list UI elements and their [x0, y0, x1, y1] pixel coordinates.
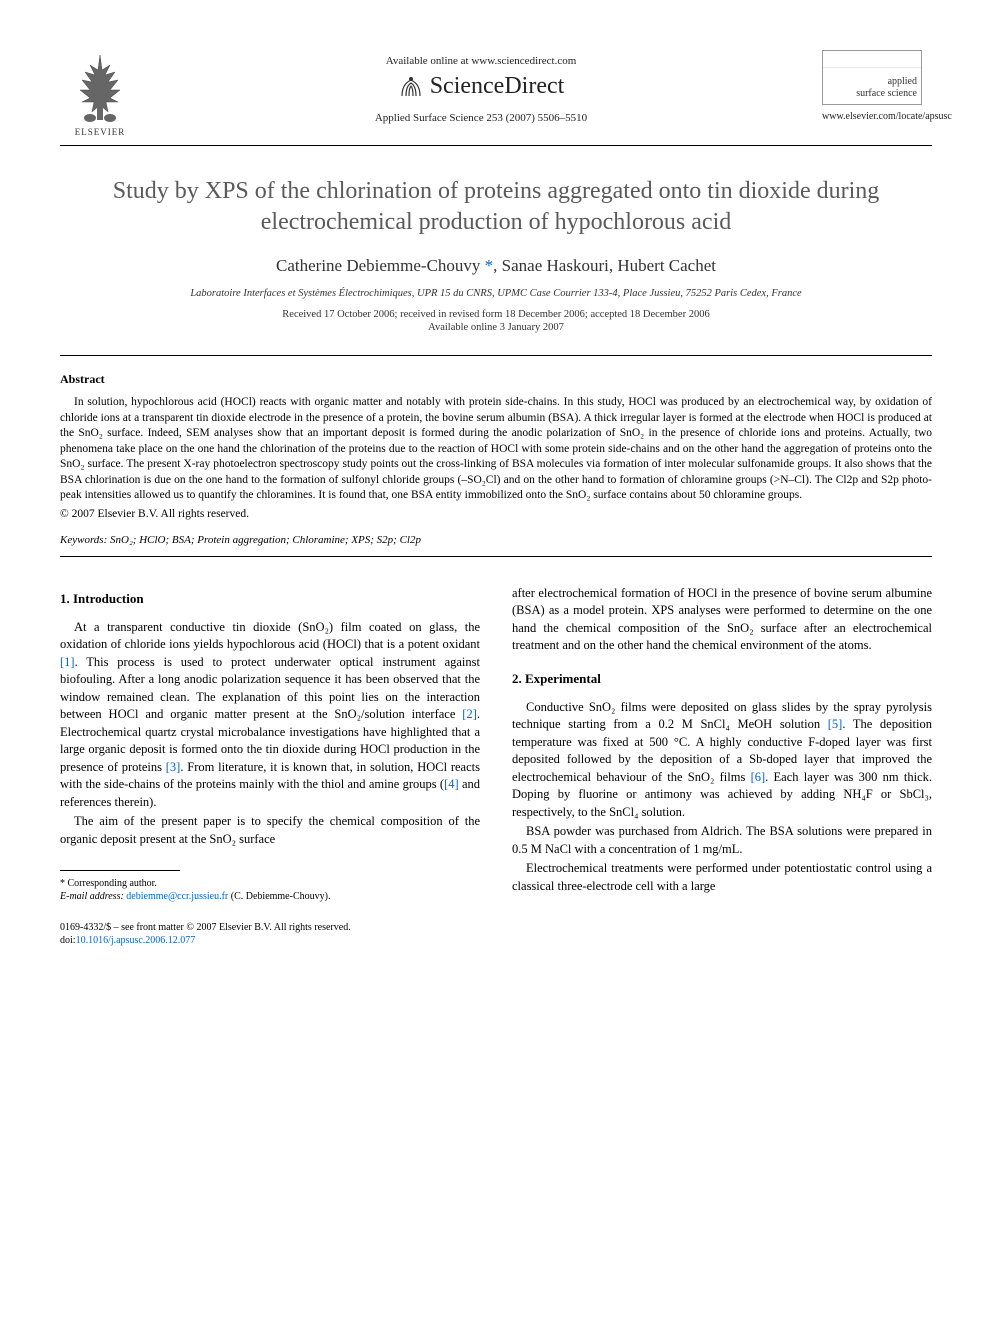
citation-link-2[interactable]: [2]	[462, 707, 477, 721]
article-title: Study by XPS of the chlorination of prot…	[60, 176, 932, 238]
email-person: (C. Debiemme-Chouvy).	[231, 891, 331, 902]
sciencedirect-icon	[398, 74, 424, 100]
author-list: Catherine Debiemme-Chouvy *, Sanae Hasko…	[60, 256, 932, 276]
abstract-copyright: © 2007 Elsevier B.V. All rights reserved…	[60, 508, 932, 520]
body-columns: 1. Introduction At a transparent conduct…	[60, 585, 932, 948]
corresponding-star-icon: *	[480, 256, 493, 275]
citation-link-4[interactable]: [4]	[444, 777, 459, 791]
journal-name-line2: surface science	[827, 88, 917, 100]
affiliation: Laboratoire Interfaces et Systèmes Élect…	[60, 288, 932, 299]
email-label: E-mail address:	[60, 891, 124, 902]
doi-label: doi:	[60, 935, 76, 946]
text-run: At a transparent conductive tin dioxide …	[60, 620, 480, 652]
right-column: after electrochemical formation of HOCl …	[512, 585, 932, 948]
keywords-label: Keywords:	[60, 534, 107, 546]
citation-link-5[interactable]: [5]	[828, 717, 843, 731]
journal-cover-thumbnail: applied surface science	[822, 50, 922, 105]
doi-link[interactable]: 10.1016/j.apsusc.2006.12.077	[76, 935, 196, 946]
left-column: 1. Introduction At a transparent conduct…	[60, 585, 480, 948]
doi-line: doi:10.1016/j.apsusc.2006.12.077	[60, 934, 480, 947]
journal-header: ELSEVIER Available online at www.science…	[60, 50, 932, 137]
header-center: Available online at www.sciencedirect.co…	[140, 50, 822, 124]
keywords-values: SnO₂; HClO; BSA; Protein aggregation; Ch…	[110, 534, 421, 546]
intro-paragraph-1: At a transparent conductive tin dioxide …	[60, 619, 480, 812]
platform-branding: ScienceDirect	[140, 73, 822, 100]
section-1-heading: 1. Introduction	[60, 591, 480, 607]
title-divider	[60, 355, 932, 356]
journal-citation: Applied Surface Science 253 (2007) 5506–…	[140, 112, 822, 124]
abstract-body: In solution, hypochlorous acid (HOCl) re…	[60, 395, 932, 504]
keywords-line: Keywords: SnO₂; HClO; BSA; Protein aggre…	[60, 534, 932, 546]
journal-cover-box: applied surface science www.elsevier.com…	[822, 50, 932, 122]
publisher-name: ELSEVIER	[75, 127, 126, 137]
citation-link-6[interactable]: [6]	[751, 770, 766, 784]
experimental-paragraph-2: BSA powder was purchased from Aldrich. T…	[512, 823, 932, 858]
journal-name-line1: applied	[827, 76, 917, 88]
citation-link-1[interactable]: [1]	[60, 655, 75, 669]
intro-continuation: after electrochemical formation of HOCl …	[512, 585, 932, 655]
front-matter-text: 0169-4332/$ – see front matter © 2007 El…	[60, 921, 480, 934]
experimental-paragraph-3: Electrochemical treatments were performe…	[512, 860, 932, 895]
abstract-heading: Abstract	[60, 372, 932, 387]
abstract-divider	[60, 556, 932, 557]
journal-url: www.elsevier.com/locate/apsusc	[822, 111, 932, 122]
email-footnote: E-mail address: debiemme@ccr.jussieu.fr …	[60, 890, 480, 903]
platform-name: ScienceDirect	[430, 73, 565, 100]
available-online-text: Available online at www.sciencedirect.co…	[140, 55, 822, 67]
corresponding-footnote: * Corresponding author.	[60, 877, 480, 890]
text-run: . This process is used to protect underw…	[60, 655, 480, 722]
section-2-heading: 2. Experimental	[512, 671, 932, 687]
intro-paragraph-2: The aim of the present paper is to speci…	[60, 813, 480, 848]
available-online-date: Available online 3 January 2007	[60, 322, 932, 333]
experimental-paragraph-1: Conductive SnO₂ films were deposited on …	[512, 699, 932, 822]
author-email-link[interactable]: debiemme@ccr.jussieu.fr	[126, 891, 228, 902]
publisher-logo: ELSEVIER	[60, 50, 140, 137]
header-divider	[60, 145, 932, 146]
footnote-divider	[60, 870, 180, 871]
elsevier-tree-icon	[70, 50, 130, 125]
footer-info: 0169-4332/$ – see front matter © 2007 El…	[60, 921, 480, 947]
citation-link-3[interactable]: [3]	[166, 760, 181, 774]
received-dates: Received 17 October 2006; received in re…	[60, 309, 932, 320]
